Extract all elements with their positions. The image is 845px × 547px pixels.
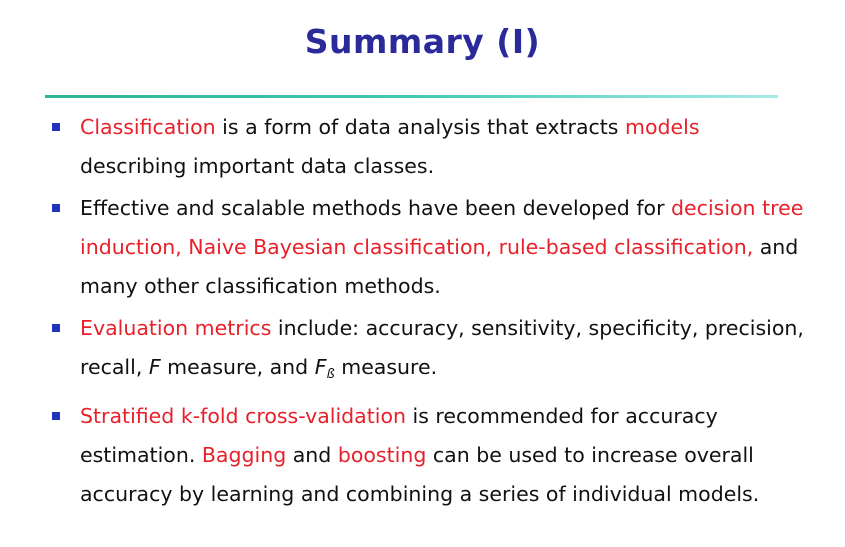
- slide-title: Summary (I): [304, 22, 541, 61]
- highlight-term: models: [625, 115, 700, 139]
- highlight-term: Evaluation metrics: [80, 316, 272, 340]
- highlight-term: decision tree induction, Naive Bayesian …: [80, 196, 804, 259]
- bullet-item-classification: Classification is a form of data analysi…: [0, 108, 845, 186]
- text-segment: is recommended for accuracy estimation.: [80, 404, 718, 467]
- text-segment: measure.: [334, 355, 438, 379]
- bullet-text: Classification is a form of data analysi…: [80, 115, 700, 178]
- text-segment: can be used to increase overall accuracy…: [80, 443, 760, 506]
- bullet-item-evaluation-metrics: Evaluation metrics include: accuracy, se…: [0, 309, 845, 394]
- text-segment: include: accuracy, sensitivity, specific…: [80, 316, 804, 379]
- text-segment: describing important data classes.: [80, 154, 435, 178]
- bullet-text: Stratified k-fold cross-validation is re…: [80, 404, 759, 506]
- highlight-term: Classification: [80, 115, 216, 139]
- highlight-term: boosting: [337, 443, 427, 467]
- bullet-text: Evaluation metrics include: accuracy, se…: [80, 316, 804, 382]
- text-segment: and many other classification methods.: [80, 235, 799, 298]
- title-divider: [45, 95, 778, 98]
- text-segment: measure, and: [160, 355, 315, 379]
- text-segment: and: [286, 443, 338, 467]
- bullet-marker-icon: [52, 324, 60, 332]
- highlight-term: Stratified k-fold cross-validation: [80, 404, 407, 428]
- bullet-marker-icon: [52, 123, 60, 131]
- highlight-term: Bagging: [201, 443, 287, 467]
- text-segment: F: [148, 355, 161, 379]
- text-segment: ß: [326, 367, 335, 382]
- text-segment: F: [314, 355, 327, 379]
- bullet-list: Classification is a form of data analysi…: [0, 108, 845, 517]
- bullet-marker-icon: [52, 204, 60, 212]
- bullet-marker-icon: [52, 412, 60, 420]
- bullet-item-methods: Effective and scalable methods have been…: [0, 189, 845, 306]
- text-segment: is a form of data analysis that extracts: [215, 115, 626, 139]
- text-segment: Effective and scalable methods have been…: [80, 196, 672, 220]
- bullet-text: Effective and scalable methods have been…: [80, 196, 803, 298]
- bullet-item-cross-validation: Stratified k-fold cross-validation is re…: [0, 397, 845, 514]
